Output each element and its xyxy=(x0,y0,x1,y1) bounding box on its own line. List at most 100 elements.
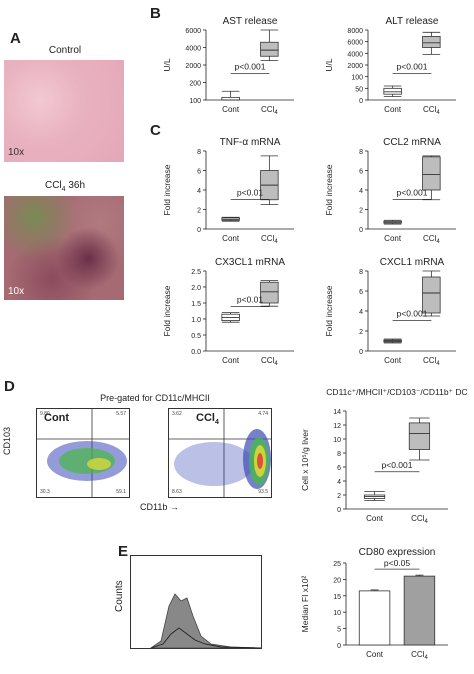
chart-title: TNF-α mRNA xyxy=(220,137,281,148)
cd11b-axis-text: CD11b xyxy=(140,502,168,512)
chart-title: CX3CL1 mRNA xyxy=(215,257,285,268)
cont-q2: 5.57 xyxy=(116,411,126,417)
y-tick-label: 8000 xyxy=(347,28,363,35)
panel-letter-b: B xyxy=(150,5,161,22)
category-label: CCl4 xyxy=(261,356,278,367)
y-tick-label: 0 xyxy=(359,349,363,356)
magnification-label-2: 10x xyxy=(8,286,25,297)
ccl4-36h-label: CCl4 36h xyxy=(10,180,120,193)
y-tick-label: 4 xyxy=(359,309,363,316)
panel-letter-a: A xyxy=(10,30,21,47)
control-label: Control xyxy=(48,45,82,56)
ccl4-micrograph xyxy=(4,196,124,300)
category-label: Cont xyxy=(384,356,402,365)
y-tick-label: 100 xyxy=(189,98,201,105)
cont-q1: 9.80 xyxy=(40,411,50,417)
y-tick-label: 4 xyxy=(197,188,201,195)
y-tick-label: 10 xyxy=(333,437,341,444)
y-axis-label: Cell x 10⁵/g liver xyxy=(300,429,310,491)
category-label: CCl4 xyxy=(423,356,440,367)
cont-flow-label: Cont xyxy=(44,412,70,424)
category-label: CCl4 xyxy=(411,514,428,525)
y-tick-label: 2 xyxy=(197,208,201,215)
category-label: Cont xyxy=(384,234,402,243)
arrow-right-icon: → xyxy=(169,502,179,512)
box-body xyxy=(422,36,441,48)
y-tick-label: 8 xyxy=(337,451,341,458)
alt-release-chart: ALT release U/L 0 50 100 2000 4000 6000 8000 p<0.… xyxy=(324,16,456,116)
panel-letter-c: C xyxy=(150,122,161,139)
y-tick-label: 2.5 xyxy=(191,269,201,276)
y-axis-label: Fold increase xyxy=(324,164,334,215)
y-tick-label: 6 xyxy=(359,169,363,176)
y-tick-label: 4 xyxy=(337,479,341,486)
ccl2-mrna-chart: CCL2 mRNA Fold increase 0 2 4 6 8 p<0.001 Cont CC… xyxy=(324,137,456,245)
p-value-label: p<0.001 xyxy=(397,61,428,71)
ccl4-flow-label-main: CCl xyxy=(196,412,215,424)
y-tick-label: 20 xyxy=(333,577,341,584)
y-tick-label: 2000 xyxy=(185,63,201,70)
category-label: Cont xyxy=(222,356,240,365)
panel-letter-e: E xyxy=(118,543,129,560)
y-tick-label: 2.0 xyxy=(191,285,201,292)
ccl4-flow-label-sub: 4 xyxy=(214,419,219,427)
category-label: CCl4 xyxy=(423,234,440,245)
box-body xyxy=(422,276,441,314)
y-tick-label: 200 xyxy=(189,81,201,88)
y-tick-label: 15 xyxy=(333,594,341,601)
y-tick-label: 6 xyxy=(359,289,363,296)
dc-count-chart: CD11c⁺/MHCII⁺/CD103⁻/CD11b⁺ DC Cell x 10⁵… xyxy=(300,387,468,525)
flow-plot-ccl4: 3.62 4.74 8.63 93.5 xyxy=(168,408,272,498)
ccl4-q1: 3.62 xyxy=(172,411,182,417)
category-label: Cont xyxy=(366,514,384,523)
bar xyxy=(403,575,436,646)
y-tick-label: 6000 xyxy=(347,40,363,47)
y-axis-label: Fold increase xyxy=(162,285,172,336)
y-tick-label: 12 xyxy=(333,423,341,430)
y-axis-label: U/L xyxy=(324,58,334,72)
y-tick-label: 0.5 xyxy=(191,333,201,340)
ccl4-q2: 4.74 xyxy=(258,411,268,417)
y-tick-label: 4000 xyxy=(185,46,201,53)
ccl4-q4: 93.5 xyxy=(258,489,268,495)
y-tick-label: 0 xyxy=(197,227,201,234)
chart-title: CD11c⁺/MHCII⁺/CD103⁻/CD11b⁺ DC xyxy=(326,387,467,397)
chart-title: AST release xyxy=(223,16,278,27)
ccl4-label-main: CCl xyxy=(44,180,62,191)
y-tick-label: 0 xyxy=(359,98,363,105)
magnification-label-1: 10x xyxy=(8,147,25,158)
y-tick-label: 0.0 xyxy=(191,349,201,356)
y-tick-label: 14 xyxy=(333,409,341,416)
p-value-label: p<0.001 xyxy=(382,460,413,470)
ccl4-q3: 8.63 xyxy=(172,489,182,495)
y-tick-label: 8 xyxy=(197,149,201,156)
box-body xyxy=(260,41,279,57)
cd80-expression-chart: CD80 expression Median FI x10² 0 5 10 15 20 25 p… xyxy=(300,547,448,661)
p-value-label: p<0.01 xyxy=(237,187,264,197)
box-body xyxy=(408,422,431,450)
p-value-label: p<0.001 xyxy=(235,61,266,71)
category-label: CCl4 xyxy=(261,234,278,245)
y-tick-label: 0 xyxy=(359,227,363,234)
y-tick-label: 2 xyxy=(359,329,363,336)
y-tick-label: 4 xyxy=(359,188,363,195)
ast-release-chart: AST release U/L 100 200 2000 4000 6000 p<0.001 C… xyxy=(162,16,294,116)
counts-axis-label: Counts xyxy=(114,580,125,612)
ccl4-label-tail: 36h xyxy=(65,180,86,191)
box-body xyxy=(383,87,402,95)
category-label: CCl4 xyxy=(423,105,440,116)
y-tick-label: 5 xyxy=(337,627,341,634)
p-value-label: p<0.001 xyxy=(397,187,428,197)
tnf-mrna-chart: TNF-α mRNA Fold increase 0 2 4 6 8 p<0.01 Cont CC… xyxy=(162,137,294,245)
y-tick-label: 0 xyxy=(337,643,341,650)
control-micrograph xyxy=(4,60,124,162)
y-tick-label: 6000 xyxy=(185,28,201,35)
bar xyxy=(358,590,391,646)
y-tick-label: 100 xyxy=(351,75,363,82)
y-axis-label: Fold increase xyxy=(162,164,172,215)
p-value-label: p<0.05 xyxy=(384,558,411,568)
category-label: CCl4 xyxy=(411,650,428,661)
cd103-axis-label: CD103 xyxy=(2,426,12,455)
y-tick-label: 1.5 xyxy=(191,301,201,308)
ccl4-label-sub: 4 xyxy=(61,186,66,193)
